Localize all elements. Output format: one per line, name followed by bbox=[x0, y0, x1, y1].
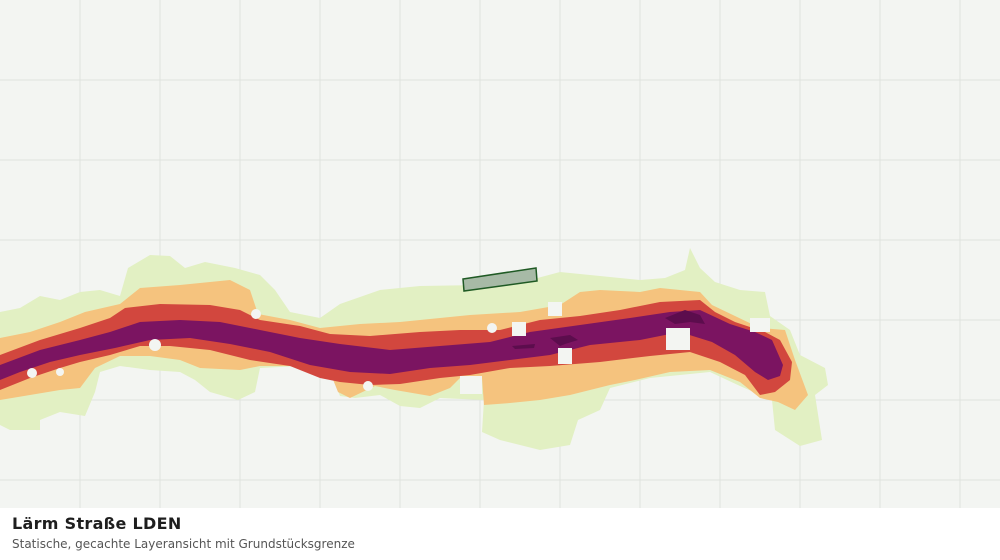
building-gap bbox=[149, 339, 161, 351]
building-gap bbox=[666, 328, 690, 350]
building-gap bbox=[512, 322, 526, 336]
noise-gaps bbox=[27, 302, 770, 394]
parcel-boundary[interactable] bbox=[462, 267, 538, 292]
building-gap bbox=[251, 309, 261, 319]
building-gap bbox=[558, 348, 572, 364]
building-gap bbox=[460, 376, 482, 394]
layer-subtitle: Statische, gecachte Layeransicht mit Gru… bbox=[12, 537, 355, 551]
building-gap bbox=[750, 318, 770, 332]
layer-title: Lärm Straße LDEN bbox=[12, 514, 182, 533]
map-view[interactable] bbox=[0, 0, 1000, 508]
map-footer: Lärm Straße LDEN Statische, gecachte Lay… bbox=[0, 508, 1000, 560]
building-gap bbox=[487, 323, 497, 333]
building-gap bbox=[548, 302, 562, 316]
building-gap bbox=[27, 368, 37, 378]
noise-zone-70 bbox=[0, 310, 783, 380]
noise-zone-75 bbox=[512, 310, 705, 349]
noise-layer bbox=[0, 248, 828, 450]
building-gap bbox=[56, 368, 64, 376]
building-gap bbox=[363, 381, 373, 391]
